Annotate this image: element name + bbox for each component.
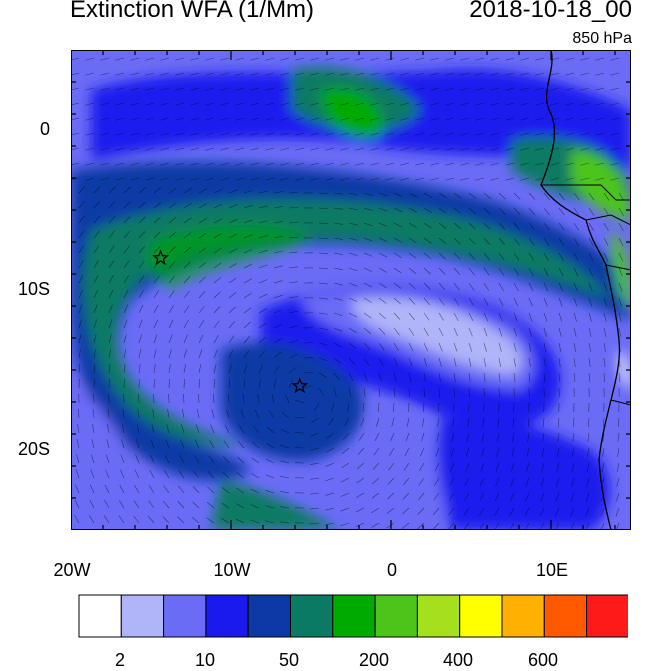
pressure-level-label: 850 hPa	[572, 30, 632, 48]
colorbar-label-50: 50	[264, 650, 314, 671]
colorbar-bin	[544, 595, 586, 637]
lon-tick-label-10e: 10E	[522, 560, 582, 581]
colorbar-bin	[417, 595, 459, 637]
colorbar-bin	[587, 595, 628, 637]
lat-tick-label-20s: 20S	[0, 439, 50, 460]
colorbar-bin	[291, 595, 333, 637]
colorbar-label-200: 200	[349, 650, 399, 671]
colorbar-bin	[121, 595, 163, 637]
colorbar-label-2: 2	[95, 650, 145, 671]
colorbar-bin	[333, 595, 375, 637]
lon-tick-label-0: 0	[362, 560, 422, 581]
colorbar-bin	[460, 595, 502, 637]
colorbar-bin	[206, 595, 248, 637]
lat-tick-label-10s: 10S	[0, 279, 50, 300]
plot-title: Extinction WFA (1/Mm)	[70, 0, 314, 24]
colorbar-bin	[248, 595, 290, 637]
colorbar-bin	[164, 595, 206, 637]
colorbar-bin	[375, 595, 417, 637]
aerosol-field	[71, 50, 631, 530]
colorbar	[78, 594, 628, 638]
date-label: 2018-10-18_00	[469, 0, 632, 24]
lat-tick-label-0: 0	[0, 119, 50, 140]
lon-tick-label-10w: 10W	[202, 560, 262, 581]
colorbar-bin	[502, 595, 544, 637]
colorbar-label-600: 600	[518, 650, 568, 671]
colorbar-bin	[79, 595, 121, 637]
extinction-map	[71, 50, 631, 530]
colorbar-label-400: 400	[433, 650, 483, 671]
lon-tick-label-20w: 20W	[42, 560, 102, 581]
colorbar-label-10: 10	[180, 650, 230, 671]
